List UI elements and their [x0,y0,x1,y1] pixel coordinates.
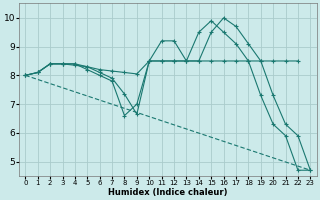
X-axis label: Humidex (Indice chaleur): Humidex (Indice chaleur) [108,188,228,197]
